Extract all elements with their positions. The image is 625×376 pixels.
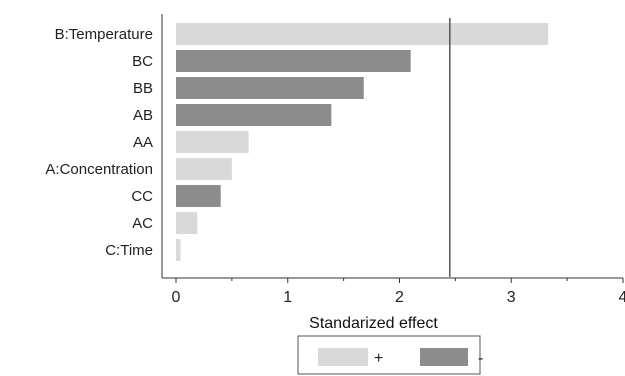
category-label: AC	[132, 215, 153, 232]
bar-b-temperature	[176, 23, 549, 45]
category-label: AA	[133, 134, 153, 151]
category-label: AB	[133, 107, 153, 124]
x-tick-label: 0	[172, 289, 181, 306]
category-label: BB	[133, 80, 153, 97]
legend-swatch-negative	[420, 348, 468, 366]
category-label: A:Concentration	[45, 161, 153, 178]
category-label: B:Temperature	[55, 26, 153, 43]
bar-bc	[176, 50, 411, 72]
legend-label-positive: +	[374, 350, 383, 367]
bar-a-concentration	[176, 158, 232, 180]
bars-group	[176, 23, 549, 261]
x-ticks: 0 1 2 3 4	[172, 278, 625, 306]
category-label: C:Time	[105, 242, 153, 259]
x-tick-label: 3	[507, 289, 516, 306]
bar-cc	[176, 185, 221, 207]
category-labels: B:Temperature BC BB AB AA A:Concentration CC AC…	[45, 26, 153, 259]
x-axis-title: Standarized effect	[309, 315, 438, 332]
x-tick-label: 4	[619, 289, 625, 306]
bar-ab	[176, 104, 332, 126]
category-label: BC	[132, 53, 153, 70]
legend-swatch-positive	[318, 348, 368, 366]
x-tick-label: 2	[395, 289, 404, 306]
category-label: CC	[131, 188, 153, 205]
legend: + -	[297, 335, 483, 375]
bar-c-time	[176, 239, 181, 261]
bar-bb	[176, 77, 364, 99]
x-tick-label: 1	[283, 289, 292, 306]
legend-label-negative: -	[478, 350, 483, 367]
bar-aa	[176, 131, 249, 153]
bar-ac	[176, 212, 198, 234]
